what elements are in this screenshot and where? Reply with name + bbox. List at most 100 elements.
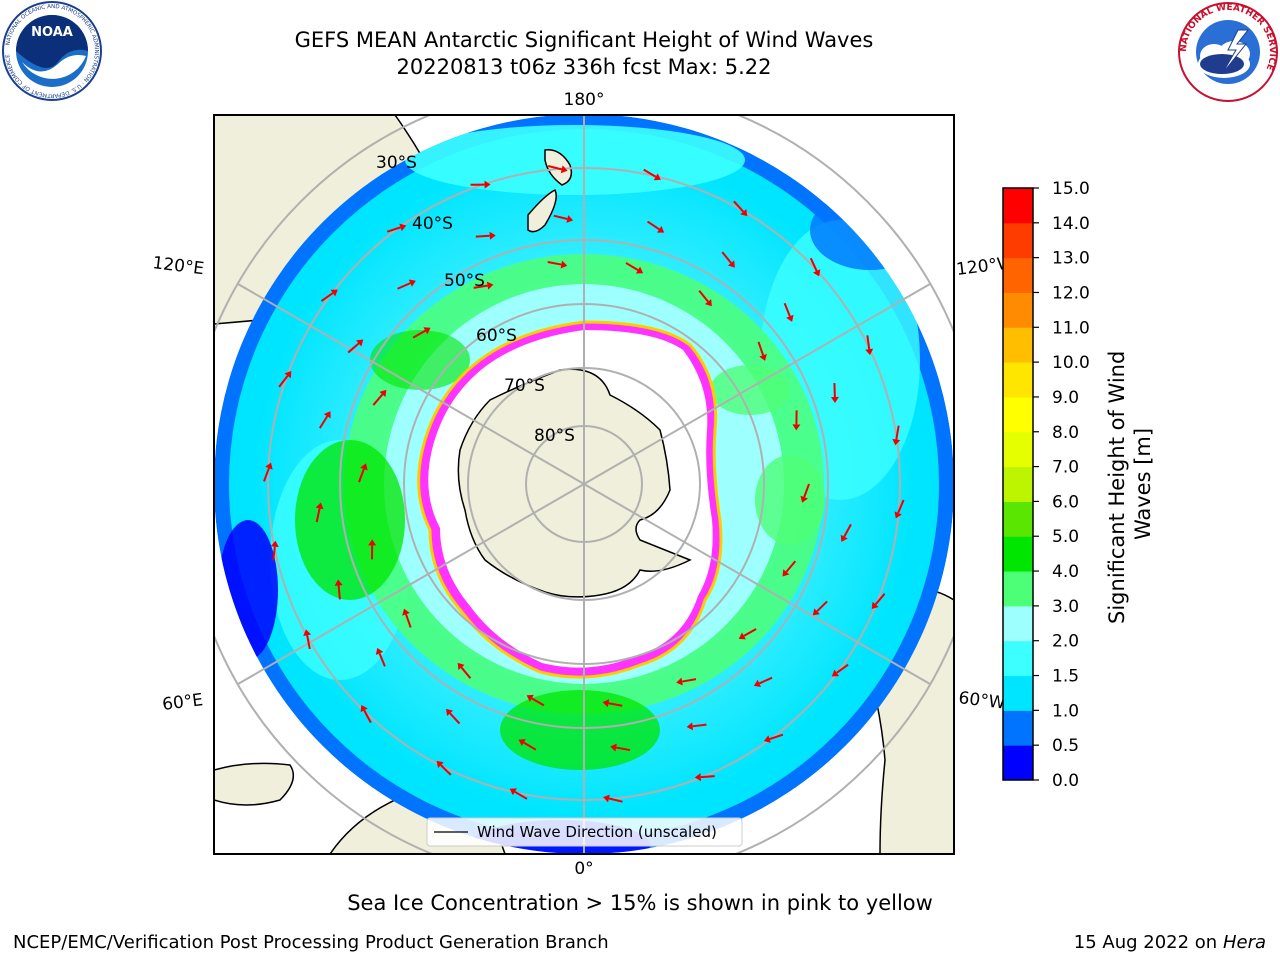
- wind-wave-arrow-head: [740, 209, 748, 217]
- wind-wave-arrow-head: [399, 223, 407, 232]
- chart-subtitle: 20220813 t06z 336h fcst Max: 5.22: [396, 55, 772, 79]
- wind-wave-arrow-head: [602, 699, 610, 708]
- lon-label-60e: 60°E: [161, 690, 204, 715]
- wind-wave-arrow-head: [315, 502, 324, 510]
- wind-wave-arrow-head: [894, 511, 902, 519]
- lat-label-40s: 40°S: [412, 214, 453, 234]
- wind-wave-arrow-shaft: [547, 260, 562, 266]
- wind-wave-arrow-shaft: [358, 468, 365, 483]
- colorbar-segment: [1003, 292, 1033, 328]
- wind-wave-arrow-shaft: [315, 508, 321, 523]
- wind-wave-arrow-head: [457, 662, 465, 670]
- colorbar-tick-label: 12.0: [1052, 283, 1090, 303]
- colorbar-segment: [1003, 222, 1033, 259]
- wind-wave-arrow-head: [704, 299, 712, 307]
- wind-wave-arrow-head: [676, 677, 683, 686]
- wind-wave-arrow-head: [753, 679, 761, 688]
- wind-wave-arrow-head: [560, 260, 568, 269]
- wind-wave-arrow-head: [871, 601, 879, 610]
- wind-wave-arrow-head: [368, 539, 377, 546]
- wind-wave-arrow-shaft: [757, 341, 765, 356]
- wind-wave-arrow-head: [763, 735, 771, 743]
- wind-wave-arrow-shaft: [475, 234, 490, 238]
- wind-wave-arrow-head: [360, 463, 368, 471]
- wind-wave-arrow-shaft: [347, 342, 360, 354]
- wind-wave-arrow-shaft: [643, 168, 657, 178]
- colorbar-tick-label: 1.5: [1052, 667, 1079, 687]
- wind-wave-arrow-head: [694, 773, 702, 782]
- wind-wave-arrow-shaft: [278, 375, 289, 388]
- wind-wave-arrow-head: [727, 260, 735, 268]
- wind-wave-arrow-shaft: [272, 546, 276, 561]
- wind-wave-arrow-head: [509, 788, 517, 796]
- colorbar-tick-label: 4.0: [1052, 562, 1079, 582]
- lon-label-120e: 120°E: [151, 253, 205, 279]
- wind-wave-arrow-shaft: [816, 600, 828, 612]
- wind-wave-arrow-head: [486, 281, 494, 290]
- wind-wave-arrow-shaft: [843, 523, 852, 538]
- wind-wave-arrow-head: [865, 348, 874, 356]
- wind-wave-arrow-shaft: [306, 635, 311, 650]
- wind-wave-arrow-head: [284, 371, 292, 379]
- colorbar-tick-label: 11.0: [1052, 318, 1090, 338]
- colorbar-tick-label: 1.0: [1052, 701, 1079, 721]
- colorbar-tick-label: 0.5: [1052, 736, 1079, 756]
- colorbar-tick-label: 10.0: [1052, 353, 1090, 373]
- colorbar-segment: [1003, 327, 1033, 363]
- wind-wave-arrow-shaft: [895, 425, 900, 440]
- land-inside: [527, 149, 573, 233]
- colorbar-segment: [1003, 605, 1033, 642]
- wind-wave-arrow-head: [323, 411, 331, 419]
- wind-wave-arrow-head: [408, 279, 416, 287]
- colorbar-segment: [1003, 501, 1033, 537]
- lat-label-80s: 80°S: [534, 426, 575, 446]
- wind-wave-arrow-head: [566, 215, 574, 223]
- wind-wave-arrow-head: [892, 438, 901, 446]
- wind-wave-arrow-shaft: [318, 415, 329, 429]
- host-name: Hera: [1222, 932, 1266, 953]
- wind-wave-arrow-shaft: [783, 302, 791, 317]
- wind-wave-arrow-head: [356, 339, 364, 347]
- wind-wave-arrow-head: [738, 632, 746, 640]
- wind-wave-arrow-head: [330, 289, 338, 297]
- wind-wave-arrow-shaft: [809, 257, 818, 272]
- wind-wave-arrow-shaft: [523, 741, 537, 751]
- wind-wave-arrow-shaft: [769, 733, 784, 741]
- wind-wave-arrow-shaft: [378, 653, 386, 667]
- lon-label-0: 0°: [574, 859, 593, 879]
- wind-wave-arrow-head: [489, 231, 496, 240]
- legend-label: Wind Wave Direction (unscaled): [477, 823, 717, 841]
- wind-wave-arrow-head: [603, 794, 610, 803]
- lat-label-60s: 60°S: [476, 326, 517, 346]
- wind-wave-arrow-shaft: [412, 329, 426, 339]
- wind-wave-arrow-head: [436, 760, 444, 768]
- wind-wave-arrow-shaft: [449, 712, 461, 725]
- wind-wave-arrow-head: [610, 743, 617, 752]
- generated-stamp: 15 Aug 2022 on Hera: [1074, 932, 1266, 953]
- colorbar-segment: [1003, 396, 1033, 433]
- colorbar-segment: [1003, 362, 1033, 398]
- wind-wave-arrow-shaft: [698, 290, 709, 303]
- wind-wave-arrow-shaft: [372, 393, 384, 406]
- wind-wave-arrow-head: [360, 704, 368, 713]
- wind-wave-arrow-head: [484, 180, 491, 189]
- colorbar-segment: [1003, 710, 1033, 746]
- wind-wave-arrow-shaft: [700, 775, 715, 779]
- wind-wave-arrow-head: [518, 739, 526, 747]
- wind-wave-arrow-shaft: [866, 335, 871, 350]
- graticule: [214, 115, 954, 854]
- noaa-logo: NOAA NATIONAL OCEANIC AND ATMOSPHERIC AD…: [2, 1, 102, 101]
- wind-wave-arrow-shaft: [531, 697, 545, 707]
- credit-line: NCEP/EMC/Verification Post Processing Pr…: [13, 932, 609, 953]
- wind-wave-arrow-head: [265, 462, 273, 470]
- wind-wave-arrow-shaft: [473, 284, 488, 289]
- wind-wave-arrow-shaft: [836, 663, 849, 674]
- lon-label-180: 180°: [564, 90, 605, 110]
- colorbar-segment: [1003, 571, 1033, 607]
- wind-wave-arrow-shaft: [785, 560, 797, 573]
- wind-wave-arrow-head: [423, 327, 431, 335]
- map-frame-border: [213, 114, 955, 855]
- wind-wave-arrow-head: [813, 269, 821, 277]
- colorbar-segment: [1003, 745, 1033, 781]
